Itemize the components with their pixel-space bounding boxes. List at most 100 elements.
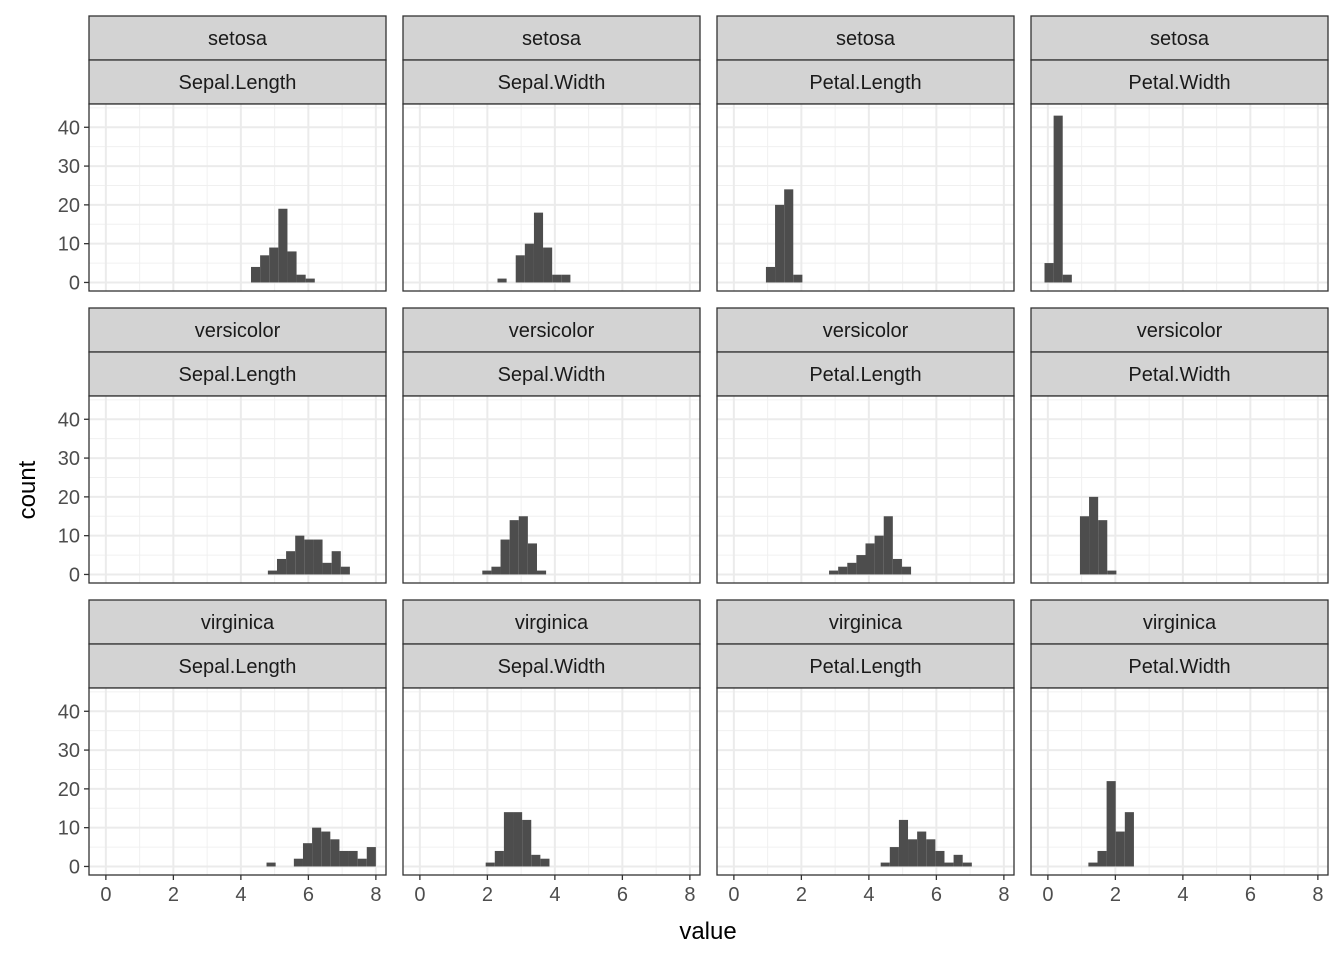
y-tick-label: 30 <box>58 740 80 762</box>
x-tick-label: 0 <box>100 884 111 906</box>
histogram-bar <box>935 850 945 867</box>
y-tick-label: 0 <box>69 856 80 878</box>
histogram-bar <box>267 570 277 575</box>
histogram-bar <box>278 208 288 283</box>
histogram-bar <box>305 278 315 283</box>
panel-border <box>716 395 1015 584</box>
panel-background <box>89 104 386 291</box>
facet-panel: virginica Petal.Width 0 2 4 6 8 <box>1030 599 1329 906</box>
panel-background <box>717 104 1014 291</box>
facet-strip-variable-label: Sepal.Width <box>498 364 606 386</box>
facet-strip-variable-label: Sepal.Width <box>498 656 606 678</box>
histogram-bar <box>302 843 313 867</box>
histogram-bar <box>1106 781 1116 867</box>
facet-strip-variable-label: Sepal.Length <box>179 364 297 386</box>
histogram-bar <box>847 562 857 575</box>
histogram-bar <box>552 274 562 283</box>
histogram-bar <box>322 562 332 575</box>
panel-border <box>88 687 387 876</box>
histogram-bar <box>513 812 523 867</box>
histogram-bar <box>1079 516 1090 575</box>
histogram-bar <box>524 243 534 283</box>
histogram-bar <box>908 839 918 867</box>
x-tick-label: 6 <box>303 884 314 906</box>
y-tick-label: 0 <box>69 272 80 294</box>
x-tick-label: 4 <box>235 884 246 906</box>
y-tick-label: 10 <box>58 818 80 840</box>
histogram-bar <box>962 862 972 867</box>
histogram-bar <box>348 850 358 867</box>
histogram-bar <box>775 204 785 283</box>
facet-panel: setosa Petal.Width <box>1030 15 1329 292</box>
histogram-bar <box>269 247 279 283</box>
x-tick-label: 0 <box>728 884 739 906</box>
panel-border <box>716 687 1015 876</box>
histogram-bar <box>503 812 514 867</box>
panel-border <box>402 687 701 876</box>
facet-strip-species-label: setosa <box>208 28 268 50</box>
facet-strip-species <box>88 15 387 61</box>
panel-border <box>402 395 701 584</box>
histogram-bar <box>515 255 525 283</box>
x-tick-label: 4 <box>549 884 560 906</box>
facet-strip-variable-label: Petal.Length <box>809 656 921 678</box>
facet-strip-species-label: setosa <box>522 28 582 50</box>
histogram-bar <box>536 570 547 575</box>
histogram-bar <box>485 862 495 867</box>
histogram-bar <box>856 555 866 575</box>
histogram-bar <box>1098 520 1108 575</box>
panel-border <box>1030 687 1329 876</box>
histogram-bar <box>518 516 528 575</box>
histogram-bar <box>276 558 287 575</box>
facet-strip-species-label: virginica <box>515 612 589 634</box>
histogram-bar <box>1089 496 1099 575</box>
histogram-bar <box>765 266 776 283</box>
x-tick-label: 2 <box>796 884 807 906</box>
histogram-bar <box>1107 570 1117 575</box>
facet-strip-variable-label: Petal.Width <box>1128 656 1230 678</box>
x-tick-label: 8 <box>998 884 1009 906</box>
facet-panel: setosa Sepal.Width <box>402 15 701 292</box>
facet-strip-species-label: versicolor <box>823 320 909 342</box>
histogram-bar <box>1088 862 1098 867</box>
histogram-bar <box>491 566 501 575</box>
histogram-bar <box>509 520 519 575</box>
facet-panel: virginica Sepal.Width 0 2 4 6 8 <box>402 599 701 906</box>
x-tick-label: 8 <box>684 884 695 906</box>
histogram-bar <box>874 535 884 575</box>
histogram-bar <box>1053 115 1063 283</box>
facet-strip-species <box>1030 15 1329 61</box>
facet-strip-species <box>88 599 387 645</box>
histogram-bar <box>944 862 954 867</box>
histogram-bar <box>543 247 553 283</box>
panel-border <box>1030 103 1329 292</box>
facet-strip-species-label: setosa <box>836 28 896 50</box>
histogram-bar <box>522 819 532 867</box>
facet-strip-variable <box>1030 351 1329 397</box>
histogram-bar <box>366 847 376 867</box>
histogram-bar <box>1115 831 1125 867</box>
facet-panel: versicolor Sepal.Width <box>402 307 701 584</box>
x-axis-title: value <box>679 918 736 945</box>
histogram-bar <box>901 566 912 575</box>
facet-strip-variable <box>88 351 387 397</box>
histogram-bar <box>1062 274 1072 283</box>
facet-panel: versicolor Sepal.Length 0 10 20 30 40 <box>58 307 387 586</box>
facet-strip-variable <box>88 59 387 105</box>
histogram-bar <box>494 850 504 867</box>
panel-border <box>716 103 1015 292</box>
facet-strip-species <box>1030 307 1329 353</box>
x-tick-label: 8 <box>370 884 381 906</box>
facet-strip-species <box>716 599 1015 645</box>
histogram-bar <box>357 858 367 867</box>
facet-strip-species-label: setosa <box>1150 28 1210 50</box>
histogram-bar <box>533 212 544 283</box>
facet-strip-variable-label: Sepal.Length <box>179 72 297 94</box>
facet-strip-variable <box>716 643 1015 689</box>
histogram-bar <box>1097 850 1107 867</box>
y-tick-label: 30 <box>58 448 80 470</box>
histogram-bar <box>540 858 550 867</box>
facet-strip-species <box>88 307 387 353</box>
